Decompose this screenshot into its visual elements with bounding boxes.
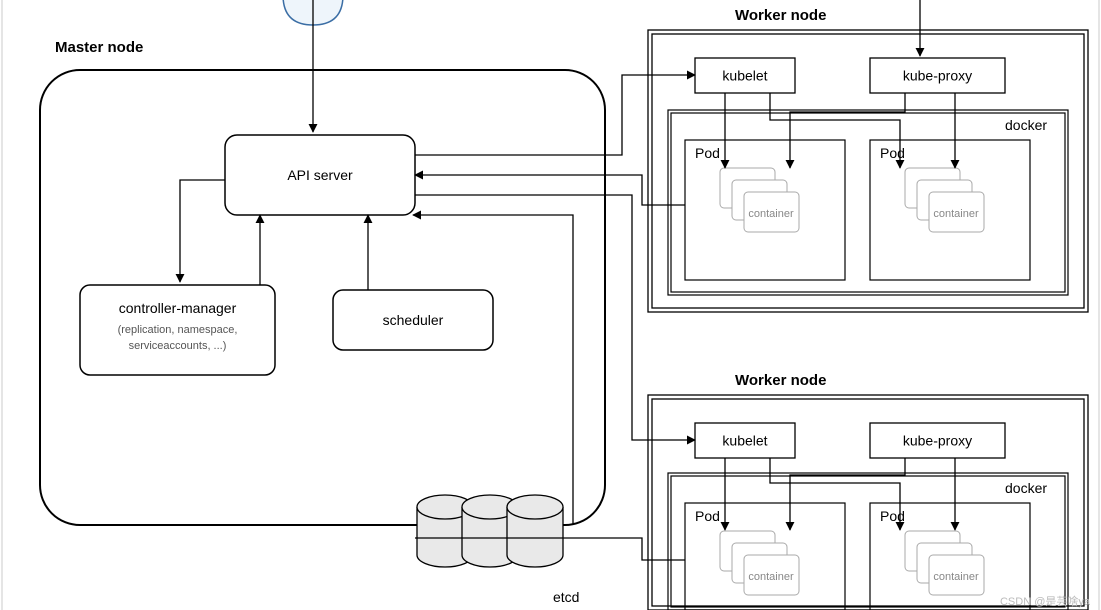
etcd-group: etcd	[417, 495, 579, 605]
edge-api_r1_to_w1kubelet	[415, 75, 695, 155]
svg-text:etcd: etcd	[553, 589, 579, 605]
svg-text:serviceaccounts, ...): serviceaccounts, ...)	[129, 340, 227, 352]
svg-text:Pod: Pod	[880, 145, 905, 161]
svg-text:Worker node: Worker node	[735, 372, 826, 389]
edge-w1_pod1_to_api	[415, 175, 685, 205]
svg-text:docker: docker	[1005, 117, 1047, 133]
svg-text:controller-manager: controller-manager	[119, 300, 237, 316]
container-stack: container	[720, 168, 799, 232]
svg-text:(replication, namespace,: (replication, namespace,	[118, 324, 238, 336]
svg-text:CSDN @是芸啥ya: CSDN @是芸啥ya	[1000, 594, 1091, 608]
container-stack: container	[905, 168, 984, 232]
svg-text:Pod: Pod	[695, 508, 720, 524]
svg-text:Master node: Master node	[55, 39, 143, 56]
container-stack: container	[720, 531, 799, 595]
svg-text:container: container	[933, 208, 979, 220]
svg-text:container: container	[748, 571, 794, 583]
svg-text:kubelet: kubelet	[722, 68, 767, 84]
svg-text:API server: API server	[287, 167, 353, 183]
edge-api_left	[180, 180, 225, 282]
edge-api_to_etcd	[413, 215, 573, 525]
svg-text:kube-proxy: kube-proxy	[903, 68, 972, 84]
svg-text:Pod: Pod	[695, 145, 720, 161]
svg-text:docker: docker	[1005, 480, 1047, 496]
container-stack: container	[905, 531, 984, 595]
svg-text:kubelet: kubelet	[722, 433, 767, 449]
svg-text:container: container	[748, 208, 794, 220]
svg-text:Worker node: Worker node	[735, 7, 826, 24]
svg-text:container: container	[933, 571, 979, 583]
svg-text:scheduler: scheduler	[383, 312, 444, 328]
svg-text:Pod: Pod	[880, 508, 905, 524]
svg-text:kube-proxy: kube-proxy	[903, 433, 972, 449]
